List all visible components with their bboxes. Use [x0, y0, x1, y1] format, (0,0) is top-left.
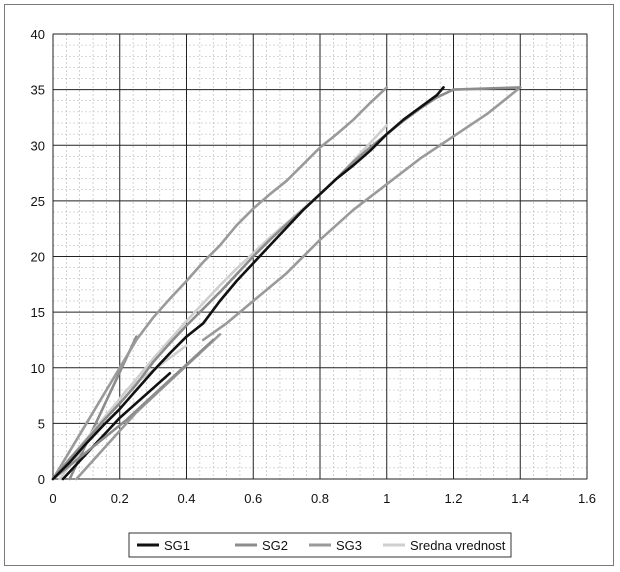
chart-frame: 0 0.2 0.4 0.6 0.8 1 1.2 1.4 1.6 0 5 10 15 20 25 30 35 40… — [4, 4, 614, 566]
line-chart: 0 0.2 0.4 0.6 0.8 1 1.2 1.4 1.6 0 5 10 15 20 25 30 35 40… — [31, 27, 596, 558]
y-tick-label: 20 — [31, 250, 45, 265]
x-tick-label: 1 — [383, 491, 390, 506]
x-axis-ticks: 0 0.2 0.4 0.6 0.8 1 1.2 1.4 1.6 — [49, 491, 596, 506]
series-line-segment-3 — [61, 372, 172, 481]
legend-label: SG1 — [164, 538, 190, 553]
series-line-segment-6 — [201, 299, 255, 342]
x-tick-label: 1.4 — [511, 491, 529, 506]
x-tick-label: 1.6 — [578, 491, 596, 506]
y-tick-label: 35 — [31, 83, 45, 98]
y-tick-label: 30 — [31, 138, 45, 153]
y-tick-label: 15 — [31, 305, 45, 320]
series-lines — [51, 86, 522, 481]
legend: SG1 SG2 SG3 Sredna vrednost — [128, 532, 512, 558]
major-gridlines — [52, 33, 588, 480]
x-tick-label: 0.2 — [111, 491, 129, 506]
y-tick-label: 5 — [38, 416, 45, 431]
x-tick-label: 0 — [49, 491, 56, 506]
x-tick-label: 1.2 — [444, 491, 462, 506]
series-line-segment-4 — [51, 338, 215, 481]
series-line-segment-5 — [251, 86, 522, 303]
x-tick-label: 0.8 — [311, 491, 329, 506]
series-line-sg3 — [51, 86, 389, 481]
series-line-sg1 — [51, 86, 445, 481]
y-tick-label: 25 — [31, 194, 45, 209]
legend-label: SG3 — [336, 538, 362, 553]
x-tick-label: 0.4 — [177, 491, 195, 506]
y-axis-ticks: 0 5 10 15 20 25 30 35 40 — [31, 27, 45, 487]
x-tick-label: 0.6 — [244, 491, 262, 506]
legend-label: SG2 — [262, 538, 288, 553]
y-tick-label: 40 — [31, 27, 45, 42]
y-tick-label: 0 — [38, 472, 45, 487]
legend-label: Sredna vrednost — [410, 538, 506, 553]
y-tick-label: 10 — [31, 361, 45, 376]
